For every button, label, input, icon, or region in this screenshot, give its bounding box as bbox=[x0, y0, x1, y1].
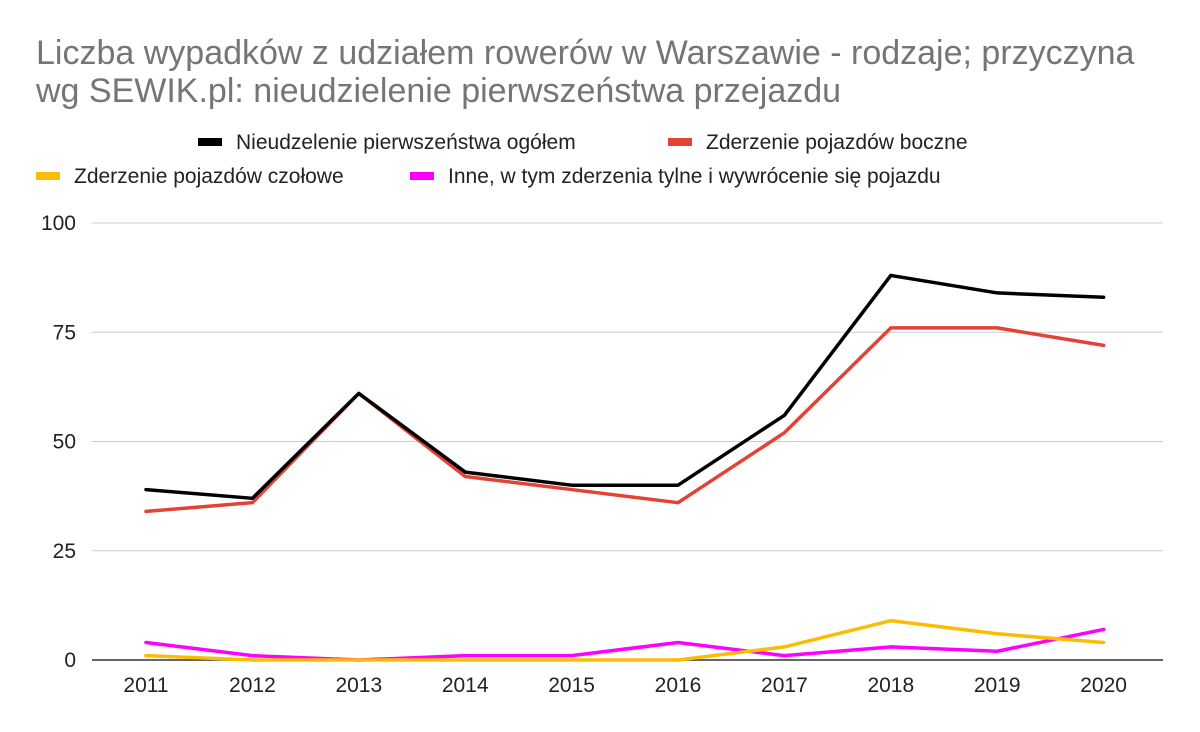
legend-swatch bbox=[410, 172, 434, 180]
series-line-2 bbox=[144, 618, 1106, 662]
x-tick-label: 2011 bbox=[123, 674, 168, 697]
gridlines bbox=[92, 222, 1163, 661]
chart-title: Liczba wypadków z udziałem rowerów w War… bbox=[36, 34, 1135, 110]
x-tick-label: 2016 bbox=[655, 674, 702, 697]
legend-swatch bbox=[198, 138, 222, 146]
y-tick-label: 100 bbox=[41, 212, 76, 235]
x-axis-ticks: 2011 2012 2013 2014 2015 2016 2017 2018 2019 2020 bbox=[123, 674, 1127, 697]
legend: Nieudzelenie pierwszeństwa ogółem Zderzen… bbox=[36, 131, 968, 188]
legend-swatch bbox=[36, 172, 60, 180]
legend-label: Inne, w tym zderzenia tylne i wywrócenie… bbox=[448, 165, 941, 188]
y-tick-label: 25 bbox=[53, 540, 76, 563]
series-line-3 bbox=[144, 627, 1106, 662]
x-tick-label: 2014 bbox=[442, 674, 489, 697]
legend-label: Nieudzelenie pierwszeństwa ogółem bbox=[236, 131, 576, 154]
x-tick-label: 2017 bbox=[761, 674, 808, 697]
y-tick-label: 75 bbox=[53, 321, 76, 344]
x-tick-label: 2020 bbox=[1080, 674, 1127, 697]
x-tick-label: 2013 bbox=[335, 674, 382, 697]
legend-label: Zderzenie pojazdów boczne bbox=[706, 131, 968, 154]
y-tick-label: 0 bbox=[64, 649, 76, 672]
x-tick-label: 2015 bbox=[548, 674, 595, 697]
series-lines bbox=[144, 273, 1106, 662]
x-tick-label: 2018 bbox=[867, 674, 914, 697]
x-tick-label: 2019 bbox=[974, 674, 1021, 697]
legend-label: Zderzenie pojazdów czołowe bbox=[74, 165, 344, 188]
y-tick-label: 50 bbox=[53, 431, 76, 454]
x-tick-label: 2012 bbox=[229, 674, 276, 697]
y-axis-ticks: 0 25 50 75 100 bbox=[41, 212, 76, 672]
series-line-0 bbox=[144, 273, 1106, 501]
legend-swatch bbox=[668, 138, 692, 146]
